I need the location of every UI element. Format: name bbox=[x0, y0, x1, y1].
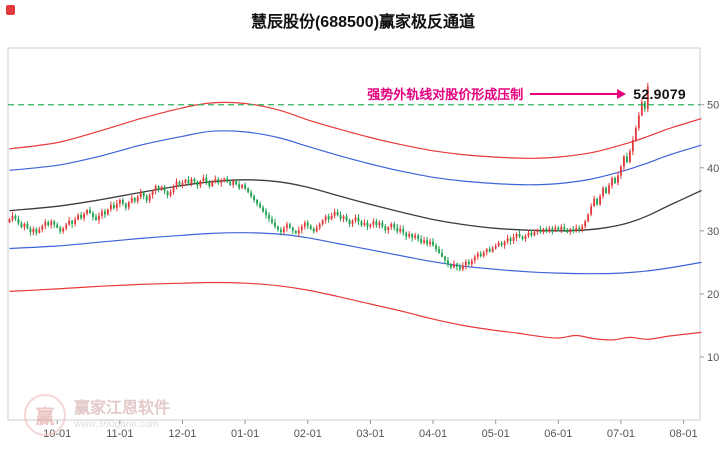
svg-text:40: 40 bbox=[707, 163, 719, 175]
brand-logo-icon: 赢 bbox=[24, 394, 66, 436]
brand-name: 赢家江恩软件 bbox=[74, 399, 171, 417]
channel-inner_upper bbox=[9, 130, 702, 186]
svg-text:01-01: 01-01 bbox=[231, 428, 259, 440]
channel-lines-layer bbox=[9, 101, 702, 341]
page-title: 慧辰股份(688500)赢家极反通道 bbox=[250, 14, 476, 31]
channel-middle bbox=[9, 179, 702, 232]
svg-text:06-01: 06-01 bbox=[544, 428, 572, 440]
svg-text:11-01: 11-01 bbox=[106, 428, 133, 440]
svg-text:30: 30 bbox=[707, 226, 719, 238]
svg-text:07-01: 07-01 bbox=[607, 428, 635, 440]
svg-text:02-01: 02-01 bbox=[294, 428, 322, 440]
svg-text:08-01: 08-01 bbox=[670, 428, 698, 440]
svg-text:12-01: 12-01 bbox=[168, 428, 196, 440]
brand-watermark: 赢 赢家江恩软件 www.360gann.com bbox=[24, 394, 170, 436]
channel-outer_upper bbox=[9, 101, 702, 159]
svg-text:05-01: 05-01 bbox=[482, 428, 510, 440]
channel-inner_lower bbox=[9, 232, 702, 275]
plot-border-layer bbox=[7, 47, 701, 421]
brand-url: www.360gann.com bbox=[74, 418, 159, 430]
candlestick-layer bbox=[8, 82, 649, 272]
svg-text:50: 50 bbox=[707, 100, 719, 112]
svg-text:10: 10 bbox=[707, 352, 719, 364]
svg-text:20: 20 bbox=[707, 289, 719, 301]
channel-outer_lower bbox=[9, 281, 702, 341]
brand-text-block: 赢家江恩软件 www.360gann.com bbox=[74, 399, 170, 432]
svg-text:04-01: 04-01 bbox=[419, 428, 447, 440]
svg-text:03-01: 03-01 bbox=[356, 428, 384, 440]
corner-mark bbox=[6, 5, 15, 15]
